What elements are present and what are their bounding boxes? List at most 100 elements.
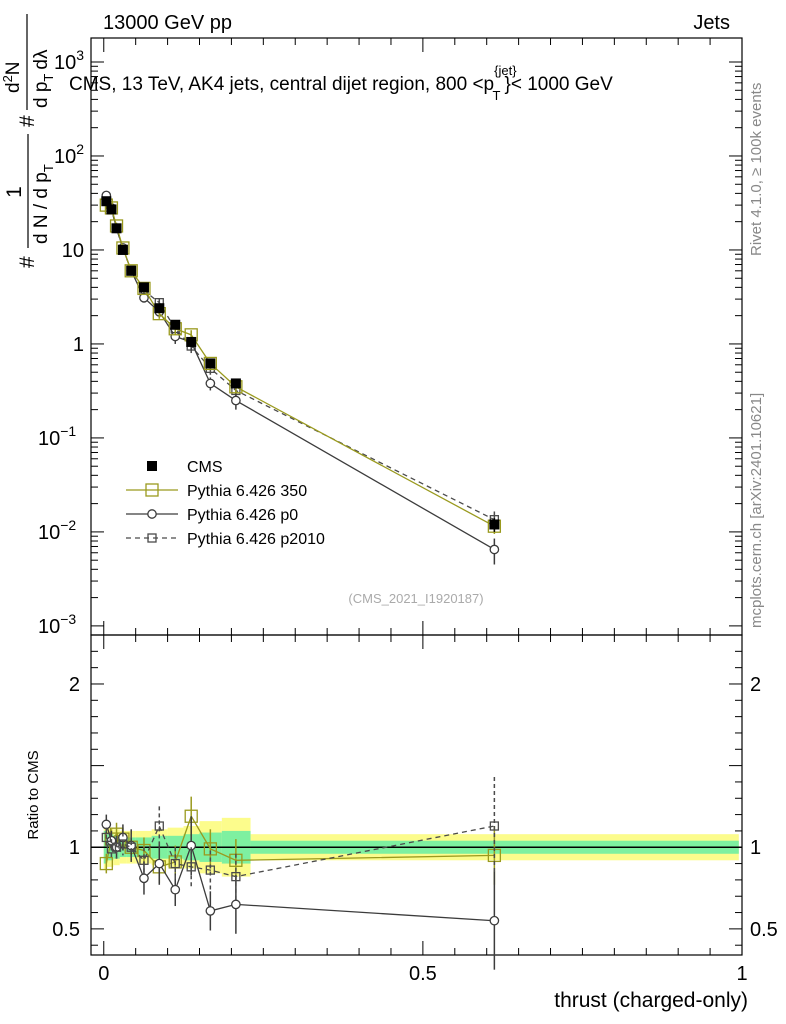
data-point [117, 244, 128, 255]
ratio-point [205, 906, 216, 916]
ratio-point [139, 855, 149, 865]
ratio-y-tick-label-right: 0.5 [750, 919, 778, 941]
ratio-line [105, 814, 495, 868]
legend-item-p0: Pythia 6.426 p0 [126, 507, 298, 524]
ratio-point [139, 873, 149, 884]
legend-item-p2010: Pythia 6.426 p2010 [126, 531, 325, 548]
ratio-point [154, 858, 165, 869]
plot-title-sub: T [493, 88, 501, 103]
legend-marker [147, 533, 157, 543]
ratio-ylabel: Ratio to CMS [25, 750, 42, 839]
y-tick-label: 10 [62, 240, 84, 262]
data-point [489, 544, 500, 555]
legend-label: Pythia 6.426 p2010 [187, 531, 325, 548]
ylabel-two: 2 [0, 75, 15, 82]
data-point [489, 519, 500, 530]
y-tick-exponent: −3 [60, 611, 76, 627]
ratio-point [170, 884, 181, 895]
svg-text:d pTdλ: d pTdλ [31, 49, 56, 108]
y-tick-base: 10 [38, 616, 60, 638]
y-tick-label: 10−1 [38, 423, 76, 450]
ratio-plot-frame [90, 634, 743, 956]
ratio-point [106, 844, 117, 854]
y-tick-label: 10−3 [38, 611, 76, 638]
analysis-watermark: (CMS_2021_I1920187) [348, 591, 483, 606]
data-point [203, 356, 218, 371]
ratio-plot-area [91, 777, 742, 970]
data-point [170, 319, 181, 330]
header-left: 13000 GeV pp [103, 12, 232, 34]
ratio-axis-ticks: 0.5 0.5 1 1 2 2 [52, 650, 778, 946]
ratio-point [203, 842, 218, 856]
series-cms [101, 196, 500, 532]
y-tick-base: 10 [54, 52, 76, 74]
ratio-point [101, 832, 111, 843]
ratio-y-tick-label: 2 [69, 674, 80, 696]
data-point [205, 378, 216, 389]
ratio-point [231, 871, 241, 882]
ratio-point [170, 858, 180, 869]
data-point [139, 292, 149, 303]
header-right: Jets [693, 12, 730, 34]
legend-item-p350: Pythia 6.426 350 [126, 483, 307, 500]
data-point [126, 265, 137, 276]
y-tick-base: 10 [38, 428, 60, 450]
y-tick-label: 103 [54, 47, 84, 74]
ylabel-d: d [3, 82, 24, 93]
ylabel-n: N [3, 61, 24, 75]
data-point [154, 303, 165, 314]
ratio-series-p2010 [101, 777, 500, 900]
svg-text:d N / d pT: d N / d pT [31, 164, 56, 244]
data-point [230, 378, 241, 389]
data-point [101, 196, 112, 207]
series-p0 [101, 190, 500, 565]
y-tick-base: 10 [62, 240, 84, 262]
series-p2010 [101, 194, 500, 530]
series-line [106, 204, 495, 527]
legend-marker [145, 483, 159, 497]
ratio-point [231, 899, 241, 910]
y-tick-base: 1 [73, 334, 84, 356]
plot-title-tail: }< 1000 GeV [505, 74, 614, 95]
data-point [124, 264, 138, 278]
y-tick-exponent: −2 [60, 517, 76, 533]
ratio-point [111, 842, 122, 852]
legend-marker [147, 461, 157, 471]
rivet-label: Rivet 4.1.0, ≥ 100k events [748, 83, 765, 256]
legend-item-cms: CMS [147, 459, 223, 476]
main-plot-area [99, 190, 502, 565]
ratio-point [126, 842, 136, 852]
legend-label: Pythia 6.426 p0 [187, 507, 298, 524]
main-ylabel: # 1 d N / d pT # d2N d pTdλ [0, 14, 56, 268]
ylabel-dlambda: dλ [31, 49, 52, 70]
ylabel-dpt: d p [31, 82, 52, 108]
legend-marker [147, 509, 157, 519]
svg-text:d2N: d2N [0, 61, 24, 93]
ratio-y-tick-label-right: 1 [750, 837, 761, 859]
ratio-point [154, 821, 164, 831]
svg-text:#: # [16, 256, 39, 268]
y-tick-base: 10 [38, 522, 60, 544]
ratio-y-tick-label: 0.5 [52, 919, 80, 941]
series-line [105, 198, 495, 521]
ylabel-one: 1 [3, 186, 26, 198]
ylabel-t-1: T [41, 164, 56, 172]
ylabel-hash-1: # [16, 256, 39, 268]
ratio-point [99, 856, 113, 871]
y-tick-base: 10 [54, 146, 76, 168]
legend-label: CMS [187, 459, 223, 476]
legend: CMS Pythia 6.426 350 Pythia 6.426 p0 Pythia… [126, 459, 325, 548]
data-point [205, 358, 216, 369]
y-tick-label: 10−2 [38, 517, 76, 544]
ratio-point [205, 865, 216, 875]
y-tick-exponent: −1 [60, 423, 76, 439]
data-point [231, 395, 241, 406]
x-axis-label: thrust (charged-only) [554, 989, 748, 1012]
ylabel-t-2: T [41, 74, 56, 82]
plot-title-sup: {jet} [494, 63, 517, 78]
ratio-point [489, 915, 500, 926]
mcplots-label: mcplots.cern.ch [arXiv:2401.10621] [748, 393, 765, 628]
data-point [186, 336, 197, 347]
